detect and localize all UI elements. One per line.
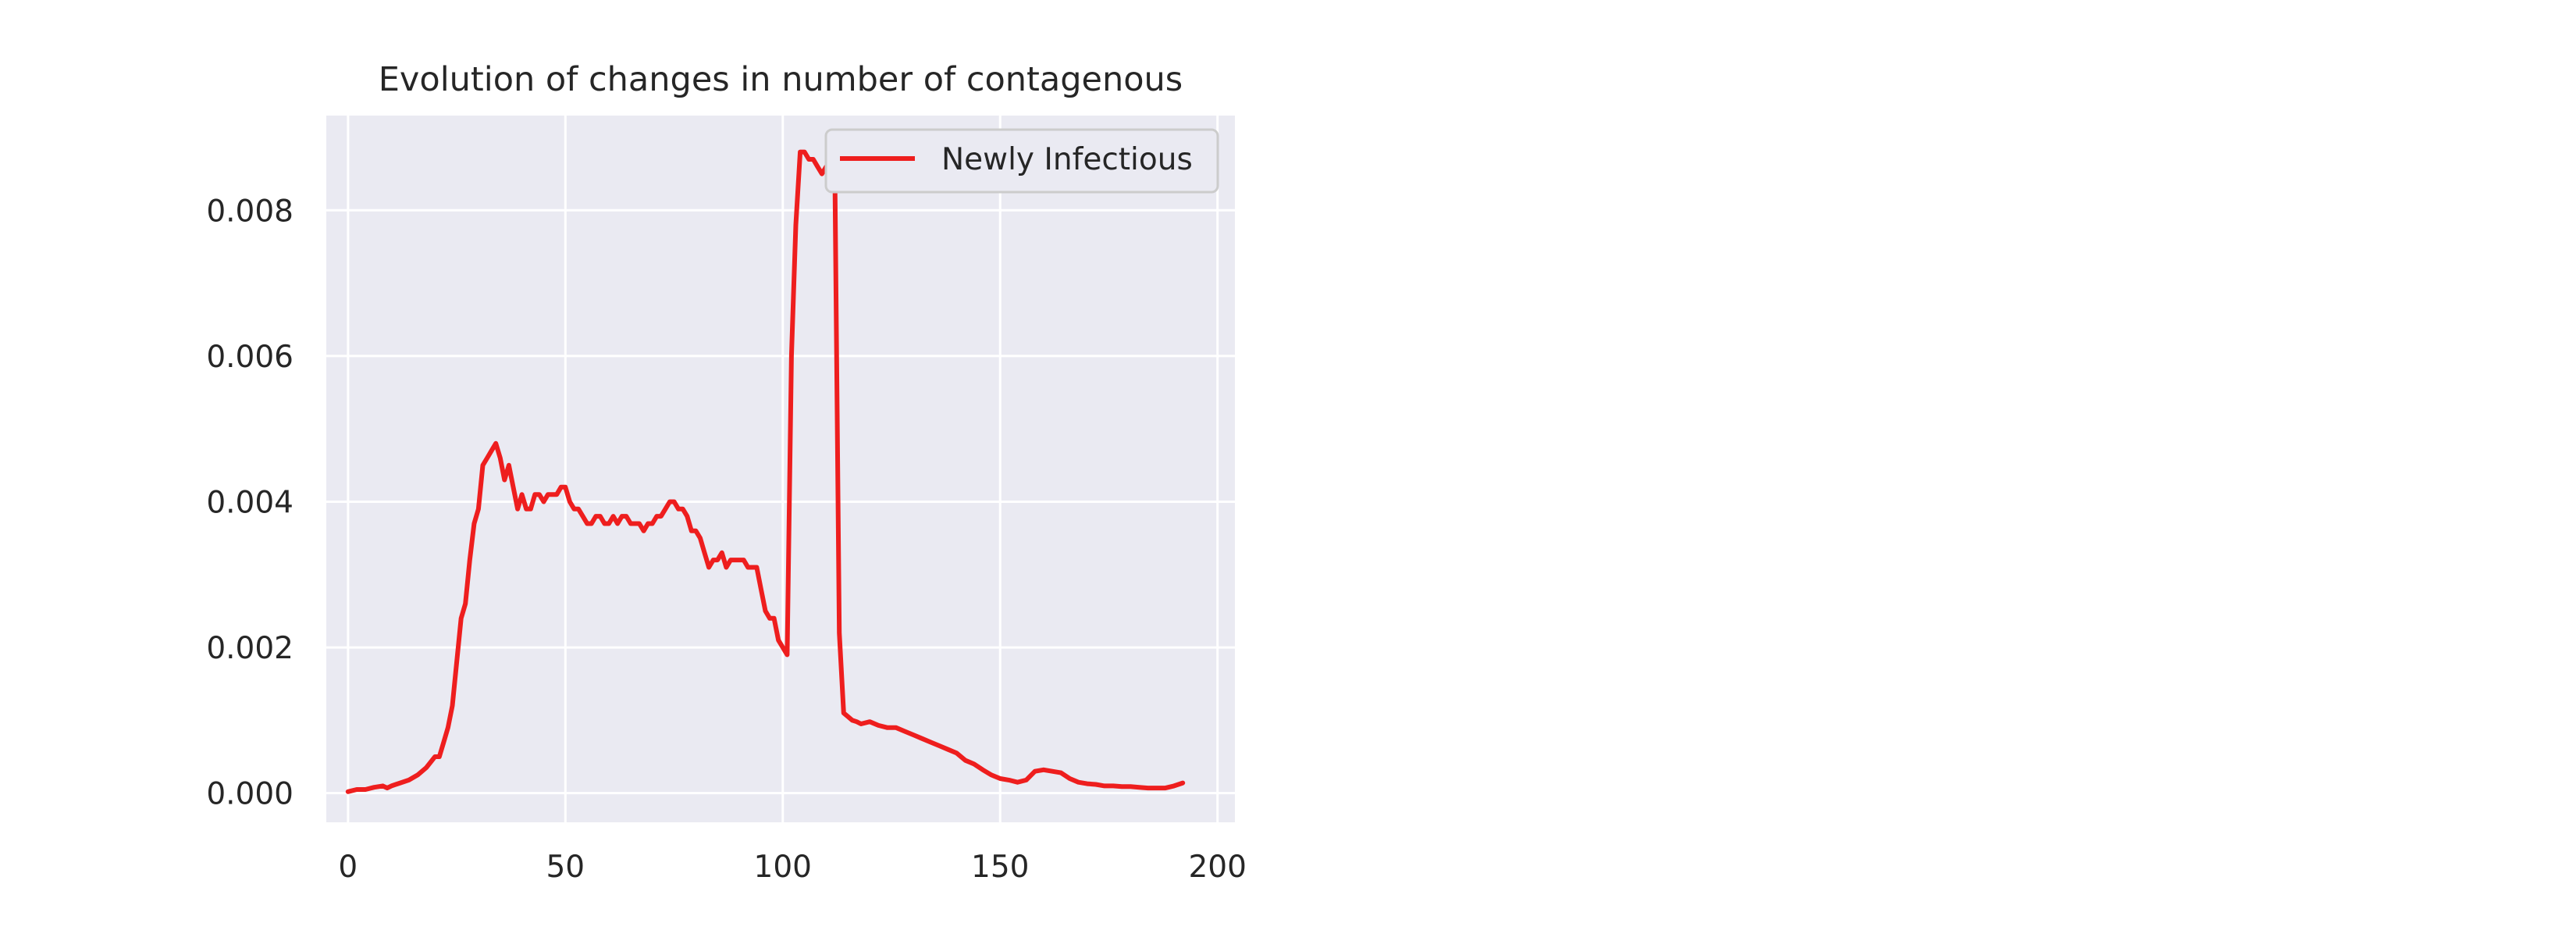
y-tick-label: 0.000 xyxy=(206,777,294,812)
chart-title: Evolution of changes in number of contag… xyxy=(379,60,1183,99)
x-tick-label: 0 xyxy=(338,850,358,885)
y-tick-label: 0.004 xyxy=(206,485,294,520)
y-tick-label: 0.006 xyxy=(206,340,294,375)
y-tick-label: 0.008 xyxy=(206,194,294,229)
legend-label-newly-infectious: Newly Infectious xyxy=(941,142,1193,177)
x-tick-label: 50 xyxy=(546,850,585,885)
x-tick-label: 200 xyxy=(1188,850,1246,885)
plot-background xyxy=(326,116,1235,822)
x-tick-label: 150 xyxy=(971,850,1029,885)
legend: Newly Infectious xyxy=(826,130,1218,192)
x-tick-label: 100 xyxy=(754,850,812,885)
y-tick-label: 0.002 xyxy=(206,631,294,666)
